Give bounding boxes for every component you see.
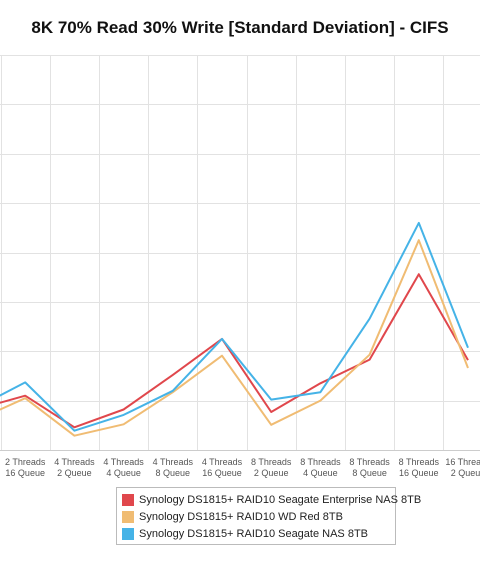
- legend-item: Synology DS1815+ RAID10 Seagate Enterpri…: [122, 491, 421, 508]
- legend-swatch: [122, 493, 134, 506]
- series-line-1: [0, 273, 469, 429]
- x-tick-label: 8 Threads 2 Queue: [251, 457, 292, 478]
- x-tick-label: 4 Threads 16 Queue: [202, 457, 243, 478]
- x-tick-label: 4 Threads 4 Queue: [103, 457, 144, 478]
- x-tick-label: 8 Threads 8 Queue: [349, 457, 390, 478]
- series-line-3: [0, 221, 469, 432]
- legend-swatch: [122, 527, 134, 540]
- legend-label: Synology DS1815+ RAID10 Seagate NAS 8TB: [139, 527, 368, 540]
- chart-title: 8K 70% Read 30% Write [Standard Deviatio…: [31, 18, 449, 37]
- x-tick-label: 2 Threads 16 Queue: [5, 457, 46, 478]
- x-tick-label: 8 Threads 4 Queue: [300, 457, 341, 478]
- legend-item: Synology DS1815+ RAID10 WD Red 8TB: [122, 508, 395, 525]
- x-tick-label: 8 Threads 16 Queue: [399, 457, 440, 478]
- x-tick-label: 4 Threads 2 Queue: [54, 457, 95, 478]
- series-line-2: [0, 239, 469, 437]
- x-tick-label: 4 Threads 8 Queue: [153, 457, 194, 478]
- legend-item: Synology DS1815+ RAID10 Seagate NAS 8TB: [122, 525, 395, 542]
- legend-swatch: [122, 510, 134, 523]
- legend-label: Synology DS1815+ RAID10 WD Red 8TB: [139, 510, 343, 523]
- legend-label: Synology DS1815+ RAID10 Seagate Enterpri…: [139, 493, 422, 506]
- chart-legend: Synology DS1815+ RAID10 Seagate Enterpri…: [116, 487, 421, 545]
